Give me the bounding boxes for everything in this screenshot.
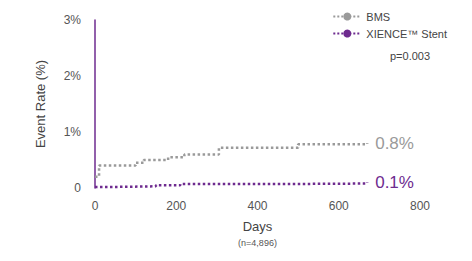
svg-text:0.1%: 0.1% <box>375 173 414 192</box>
svg-text:1%: 1% <box>64 125 82 139</box>
svg-text:BMS: BMS <box>366 11 390 23</box>
svg-text:800: 800 <box>410 199 430 213</box>
svg-text:0: 0 <box>92 199 99 213</box>
svg-text:200: 200 <box>166 199 186 213</box>
svg-text:3%: 3% <box>64 13 82 27</box>
svg-text:(n=4,896): (n=4,896) <box>238 238 277 248</box>
svg-text:2%: 2% <box>64 69 82 83</box>
svg-text:400: 400 <box>247 199 267 213</box>
svg-text:p=0.003: p=0.003 <box>390 50 430 62</box>
svg-text:XIENCE™ Stent: XIENCE™ Stent <box>366 28 447 40</box>
svg-text:Event Rate (%): Event Rate (%) <box>33 60 48 148</box>
svg-text:0.8%: 0.8% <box>375 134 414 153</box>
svg-text:0: 0 <box>74 181 81 195</box>
svg-text:Days: Days <box>243 219 273 234</box>
svg-text:600: 600 <box>329 199 349 213</box>
